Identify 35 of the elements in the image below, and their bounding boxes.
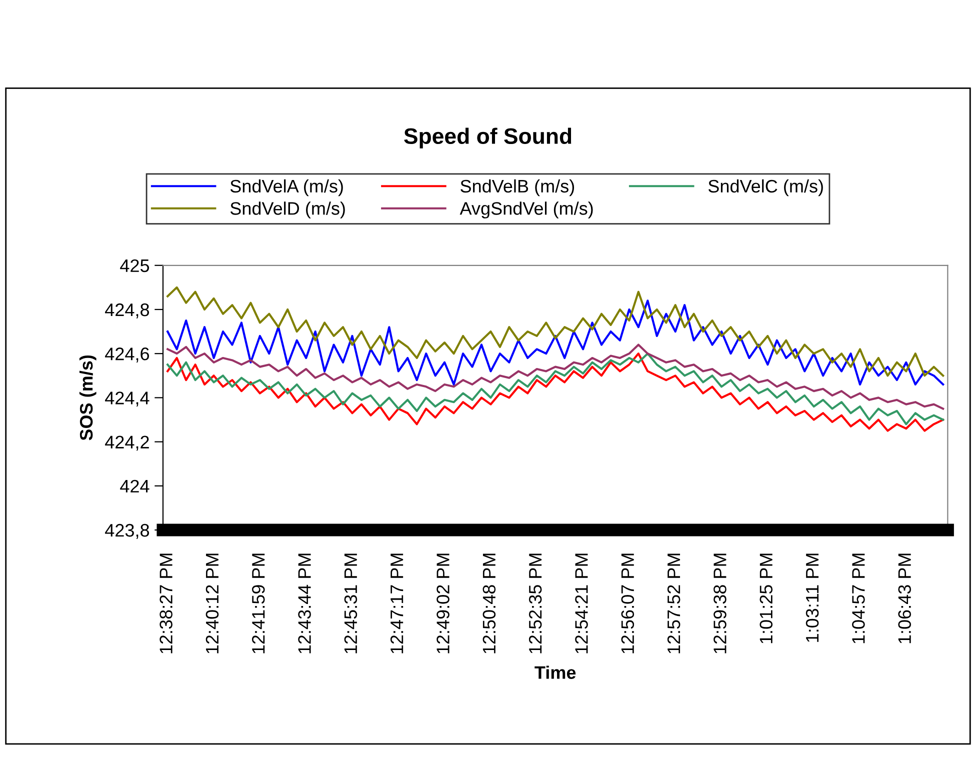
x-tick-label: 12:57:52 PM — [667, 554, 680, 654]
legend-label: SndVelA (m/s) — [230, 179, 343, 196]
x-tick-label: 12:47:17 PM — [390, 554, 404, 654]
x-tick-label: 12:52:35 PM — [528, 554, 542, 654]
y-tick-label: 424,2 — [105, 436, 149, 451]
x-tick-label: 1:06:43 PM — [898, 554, 911, 644]
chart-title: Speed of Sound — [404, 128, 572, 148]
legend-label: AvgSndVel (m/s) — [460, 202, 593, 218]
x-tick-label: 12:45:31 PM — [344, 554, 358, 654]
x-tick-label: 12:40:12 PM — [206, 554, 219, 654]
y-tick-label: 424,8 — [105, 303, 150, 318]
y-tick-label: 423,8 — [105, 524, 150, 539]
x-tick-label: 12:59:38 PM — [714, 554, 726, 654]
y-tick-label: 424 — [120, 480, 150, 492]
legend-label: SndVelD (m/s) — [230, 202, 345, 218]
y-tick-label: 424,6 — [105, 348, 150, 362]
legend-label: SndVelB (m/s) — [460, 179, 574, 196]
y-axis-title: SOS (m/s) — [79, 355, 96, 440]
x-tick-label: 12:41:59 PM — [252, 554, 265, 654]
line-series — [166, 286, 944, 377]
line-series — [166, 300, 944, 386]
x-tick-label: 1:04:57 PM — [852, 554, 865, 644]
x-tick-label: 12:50:48 PM — [482, 554, 496, 654]
x-tick-label: 12:54:21 PM — [575, 554, 588, 654]
x-tick-label: 1:01:25 PM — [760, 554, 773, 644]
y-tick-label: 424,4 — [105, 392, 150, 407]
line-series — [166, 344, 944, 410]
x-axis-title: Time — [534, 666, 576, 679]
y-tick-label: 425 — [120, 259, 150, 272]
x-tick-label: 12:56:07 PM — [621, 554, 634, 654]
x-tick-label: 12:43:44 PM — [298, 554, 311, 654]
x-tick-label: 12:38:27 PM — [160, 554, 172, 654]
legend-label: SndVelC (m/s) — [708, 179, 823, 196]
x-tick-label: 1:03:11 PM — [806, 554, 819, 642]
x-tick-label: 12:49:02 PM — [436, 554, 450, 654]
